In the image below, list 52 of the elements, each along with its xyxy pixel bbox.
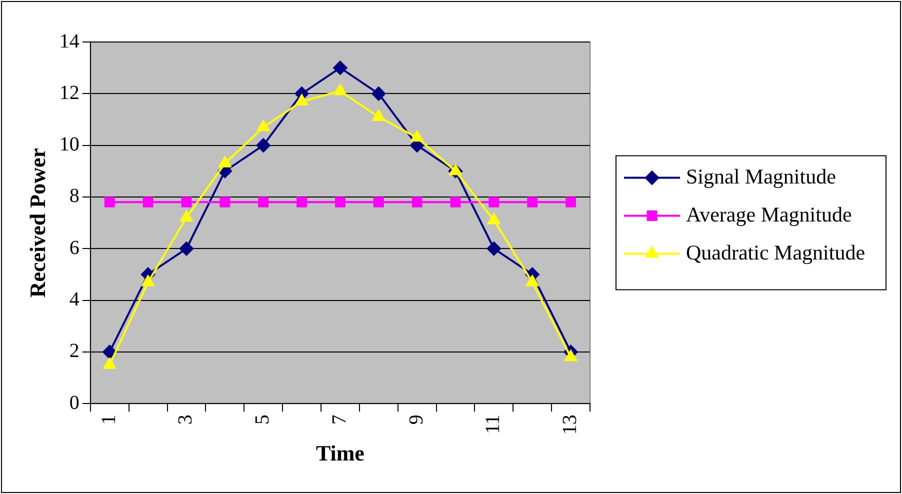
legend-label: Average Magnitude xyxy=(686,202,852,226)
y-tick-label: 12 xyxy=(59,82,80,104)
x-tick-label: 13 xyxy=(559,414,582,435)
point xyxy=(449,164,462,176)
point xyxy=(527,196,538,208)
x-tick-label: 1 xyxy=(98,414,120,425)
y-tick-label: 0 xyxy=(69,392,80,414)
point xyxy=(566,196,576,208)
point xyxy=(373,196,384,208)
point xyxy=(258,196,269,208)
point xyxy=(102,344,117,359)
y-tick-label: 6 xyxy=(69,236,80,259)
x-axis-title: Time xyxy=(316,440,365,466)
point xyxy=(257,120,270,132)
y-tick-label: 8 xyxy=(69,185,80,208)
y-axis-title: Received Power xyxy=(24,148,50,298)
point xyxy=(333,60,348,75)
y-tick-label: 4 xyxy=(69,288,80,311)
point xyxy=(412,196,422,208)
point xyxy=(180,210,193,222)
point xyxy=(181,196,192,208)
y-tick-label: 10 xyxy=(59,134,80,156)
y-tick-label: 14 xyxy=(59,30,80,52)
point xyxy=(334,84,346,96)
point xyxy=(372,110,385,121)
point xyxy=(564,350,577,362)
point xyxy=(218,156,232,168)
x-tick-label: 9 xyxy=(405,414,428,425)
point xyxy=(220,196,230,208)
y-tick-label: 2 xyxy=(69,340,80,362)
point xyxy=(334,196,346,208)
point xyxy=(142,275,154,286)
point xyxy=(142,196,154,208)
point xyxy=(103,358,116,369)
legend-label: Signal Magnitude xyxy=(686,164,836,188)
x-tick-label: 5 xyxy=(252,414,274,425)
point xyxy=(410,130,424,142)
x-tick-label: 3 xyxy=(174,414,197,425)
point xyxy=(488,196,500,208)
point xyxy=(256,138,270,152)
point xyxy=(450,196,461,208)
legend-label: Quadratic Magnitude xyxy=(686,240,866,264)
point xyxy=(488,213,500,224)
x-tick-label: 11 xyxy=(482,414,504,434)
point xyxy=(486,242,501,256)
point xyxy=(104,196,115,208)
point xyxy=(372,86,386,101)
point xyxy=(526,275,539,286)
point xyxy=(296,94,308,106)
point xyxy=(179,242,194,256)
point xyxy=(296,196,308,208)
x-tick-label: 7 xyxy=(328,414,350,425)
